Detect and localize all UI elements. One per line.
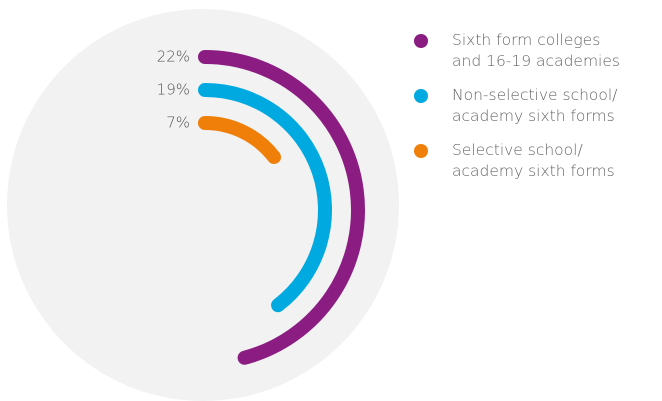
legend-item: Sixth form colleges and 16-19 academies: [414, 30, 620, 72]
legend-label: Non-selective school/ academy sixth form…: [452, 86, 618, 125]
legend-label: Selective school/ academy sixth forms: [452, 141, 615, 180]
radial-bar: [198, 83, 332, 313]
background-circle: [7, 9, 399, 401]
legend-item: Selective school/ academy sixth forms: [414, 140, 620, 182]
legend-label: Sixth form colleges and 16-19 academies: [452, 31, 620, 70]
value-label: 22%: [157, 48, 190, 66]
value-label: 7%: [166, 114, 190, 132]
legend: Sixth form colleges and 16-19 academies N…: [414, 30, 620, 195]
value-label: 19%: [157, 81, 190, 99]
radial-bar: [198, 50, 365, 365]
legend-swatch: [414, 89, 428, 103]
radial-bar: [198, 116, 282, 165]
legend-swatch: [414, 144, 428, 158]
legend-swatch: [414, 34, 428, 48]
legend-item: Non-selective school/ academy sixth form…: [414, 85, 620, 127]
